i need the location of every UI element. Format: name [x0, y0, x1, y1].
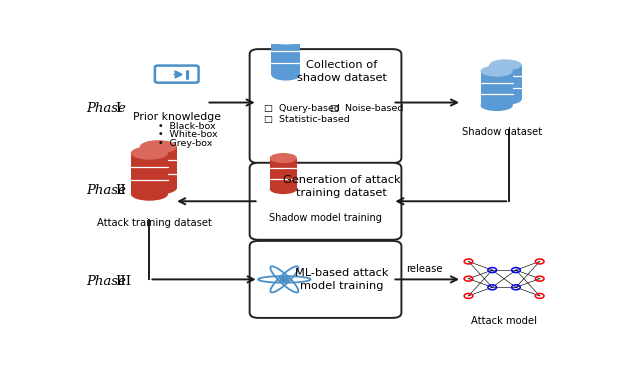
Ellipse shape: [269, 153, 297, 163]
Text: release: release: [406, 264, 443, 274]
Text: □  Query-based: □ Query-based: [264, 104, 339, 113]
FancyBboxPatch shape: [250, 49, 401, 163]
Text: □  Noise-based: □ Noise-based: [330, 104, 404, 113]
Ellipse shape: [481, 100, 513, 111]
Text: Attack training dataset: Attack training dataset: [97, 218, 212, 228]
FancyBboxPatch shape: [155, 66, 198, 83]
Bar: [131, 153, 168, 194]
Circle shape: [280, 277, 289, 282]
Ellipse shape: [131, 146, 168, 160]
Bar: [271, 39, 300, 75]
Text: •  Grey-box: • Grey-box: [158, 139, 212, 148]
Text: III: III: [116, 275, 132, 288]
Text: •  Black-box: • Black-box: [158, 121, 216, 131]
Bar: [140, 147, 177, 188]
Ellipse shape: [140, 181, 177, 194]
Bar: [269, 158, 297, 189]
Ellipse shape: [269, 184, 297, 194]
Text: Phase: Phase: [86, 102, 126, 115]
Text: Phase: Phase: [86, 184, 126, 197]
Ellipse shape: [131, 187, 168, 201]
Ellipse shape: [490, 59, 522, 70]
Text: •  White-box: • White-box: [158, 130, 218, 139]
Ellipse shape: [481, 66, 513, 77]
Text: Generation of attack
training dataset: Generation of attack training dataset: [283, 175, 401, 198]
Text: ML-based attack
model training: ML-based attack model training: [295, 268, 388, 291]
Text: Collection of
shadow dataset: Collection of shadow dataset: [296, 60, 387, 83]
Bar: [490, 65, 522, 99]
Ellipse shape: [140, 140, 177, 154]
Ellipse shape: [271, 34, 300, 45]
Bar: [481, 71, 513, 106]
Text: Phase: Phase: [86, 275, 126, 288]
Text: □  Statistic-based: □ Statistic-based: [264, 115, 349, 124]
Text: Shadow dataset: Shadow dataset: [461, 127, 541, 137]
FancyBboxPatch shape: [250, 163, 401, 240]
Text: Prior knowledge: Prior knowledge: [132, 113, 221, 123]
Ellipse shape: [271, 69, 300, 80]
Text: Shadow model training: Shadow model training: [269, 213, 382, 223]
Text: Attack model: Attack model: [471, 315, 537, 325]
FancyBboxPatch shape: [250, 241, 401, 318]
Text: II: II: [116, 184, 127, 197]
Ellipse shape: [490, 94, 522, 105]
Text: I: I: [116, 102, 121, 115]
